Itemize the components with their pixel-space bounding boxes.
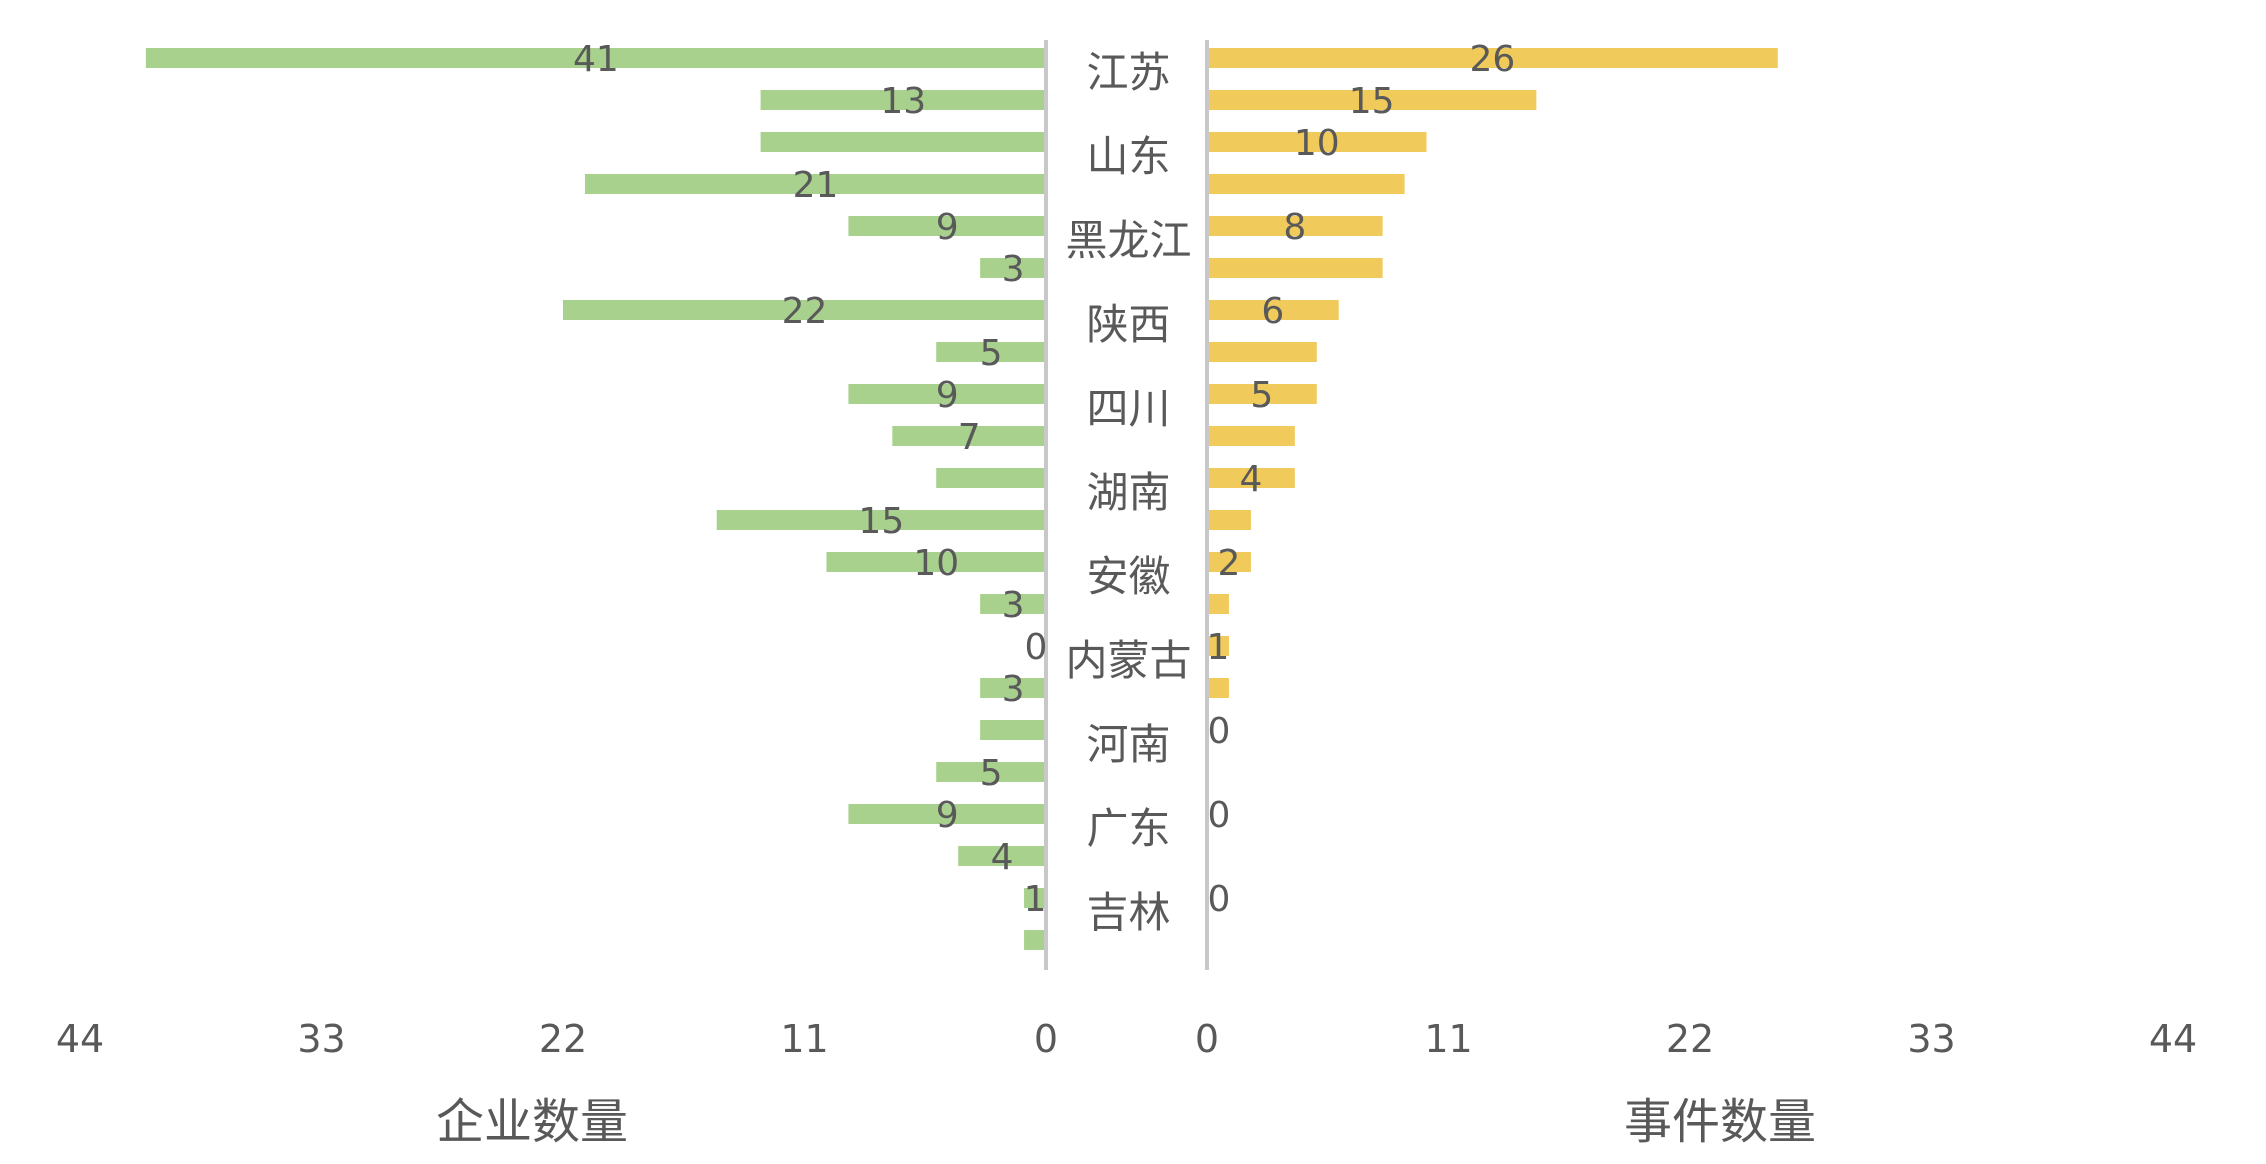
left-bar: [980, 258, 1046, 278]
left-bar: [848, 384, 1046, 404]
left-bar: [980, 594, 1046, 614]
right-data-label: 26: [1470, 39, 1516, 80]
right-bar: [1207, 300, 1339, 320]
right-bar: [1207, 636, 1229, 656]
left-bar: [563, 300, 1046, 320]
left-data-label: 3: [1002, 585, 1025, 626]
category-label: 河南: [1086, 720, 1170, 769]
left-bar: [892, 426, 1046, 446]
category-label: 四川: [1086, 384, 1170, 433]
left-bar: [848, 804, 1046, 824]
right-axis-tick: 44: [2149, 1017, 2197, 1061]
category-label: 黑龙江: [1065, 216, 1191, 265]
left-axis-tick: 0: [1034, 1017, 1058, 1061]
left-bar: [936, 762, 1046, 782]
category-label: 广东: [1086, 804, 1170, 853]
left-data-label: 3: [1002, 669, 1025, 710]
right-data-label: 15: [1349, 81, 1395, 122]
left-data-label: 7: [958, 417, 981, 458]
right-bar: [1207, 132, 1427, 152]
category-label: 吉林: [1086, 888, 1170, 937]
category-label: 内蒙古: [1065, 636, 1191, 685]
right-data-label: 0: [1208, 795, 1231, 836]
category-label: 陕西: [1086, 300, 1170, 349]
left-bar: [980, 720, 1046, 740]
right-bar: [1207, 90, 1537, 110]
left-bar: [760, 90, 1046, 110]
left-bar: [980, 678, 1046, 698]
category-label: 安徽: [1086, 552, 1170, 601]
right-axis-tick: 22: [1666, 1017, 1714, 1061]
left-bar: [1024, 888, 1046, 908]
right-bar: [1207, 510, 1251, 530]
category-label: 山东: [1086, 132, 1170, 181]
left-data-label: 9: [936, 795, 959, 836]
left-bar: [936, 342, 1046, 362]
left-data-label: 9: [936, 207, 959, 248]
left-data-label: 5: [980, 333, 1003, 374]
right-axis-tick: 0: [1195, 1017, 1219, 1061]
left-data-label: 9: [936, 375, 959, 416]
right-data-label: 2: [1218, 543, 1241, 584]
category-label: 江苏: [1086, 48, 1170, 97]
left-bar: [1024, 930, 1046, 950]
right-axis-tick: 11: [1424, 1017, 1472, 1061]
left-axis-tick: 22: [539, 1017, 587, 1061]
left-bar: [716, 510, 1046, 530]
right-data-label: 5: [1250, 375, 1273, 416]
category-label: 湖南: [1086, 468, 1170, 517]
right-bar: [1207, 552, 1251, 572]
left-bar: [145, 48, 1046, 68]
left-bar: [936, 468, 1046, 488]
left-axis-title: 企业数量: [436, 1094, 628, 1150]
right-bar: [1207, 426, 1295, 446]
left-data-label: 3: [1002, 249, 1025, 290]
right-data-label: 6: [1261, 291, 1284, 332]
left-data-label: 0: [1025, 627, 1048, 668]
axis-ticks-layer: 44 33 22 11 0 0 11 22 33 44: [56, 1017, 2197, 1061]
left-data-label: 21: [793, 165, 839, 206]
left-axis-tick: 44: [56, 1017, 104, 1061]
left-data-label: 41: [573, 39, 619, 80]
left-axis-tick: 33: [297, 1017, 345, 1061]
right-data-label: 4: [1239, 459, 1262, 500]
right-data-label: 8: [1283, 207, 1306, 248]
right-bar: [1207, 468, 1295, 488]
left-bar: [958, 846, 1046, 866]
right-data-label: 10: [1294, 123, 1340, 164]
left-bar: [760, 132, 1046, 152]
right-axis-title: 事件数量: [1624, 1094, 1816, 1150]
right-bar: [1207, 258, 1383, 278]
right-data-label: 0: [1208, 879, 1231, 920]
left-data-label: 1: [1024, 879, 1047, 920]
right-data-label: 1: [1207, 627, 1230, 668]
left-data-label: 4: [991, 837, 1014, 878]
right-bar: [1207, 48, 1778, 68]
left-data-label: 13: [880, 81, 926, 122]
right-bar: [1207, 678, 1229, 698]
left-data-label: 15: [858, 501, 904, 542]
left-bar: [584, 174, 1046, 194]
right-bar: [1207, 342, 1317, 362]
left-bar: [826, 552, 1046, 572]
right-axis-tick: 33: [1907, 1017, 1955, 1061]
left-data-label: 10: [913, 543, 959, 584]
right-bar: [1207, 384, 1317, 404]
right-bar: [1207, 594, 1229, 614]
left-bar: [848, 216, 1046, 236]
right-bar: [1207, 216, 1383, 236]
left-axis-tick: 11: [780, 1017, 828, 1061]
right-bar: [1207, 174, 1405, 194]
bars-layer: [145, 48, 1778, 950]
left-data-label: 22: [782, 291, 828, 332]
left-data-label: 5: [980, 753, 1003, 794]
right-data-label: 0: [1208, 711, 1231, 752]
